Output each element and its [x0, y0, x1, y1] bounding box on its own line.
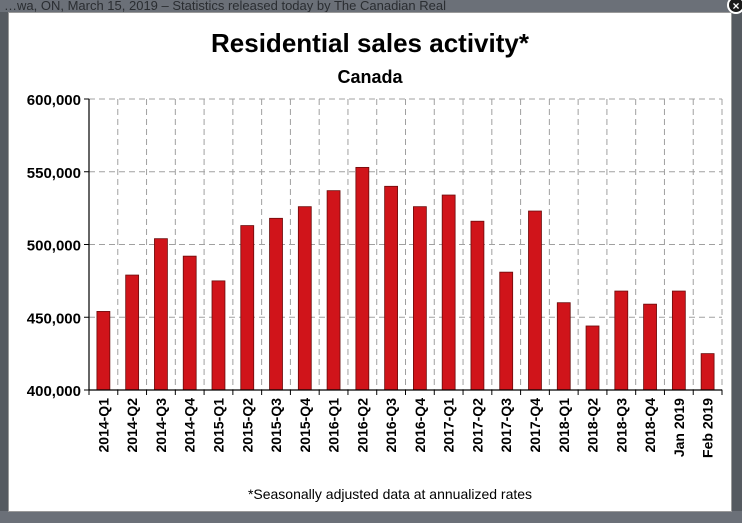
chart-footnote: *Seasonally adjusted data at annualized …	[248, 486, 532, 502]
x-tick-label: Jan 2019	[671, 398, 687, 457]
bar-2018-q2	[585, 325, 600, 391]
bar-2018-q3	[614, 290, 629, 391]
x-tick-label: 2017-Q4	[527, 398, 543, 453]
grid-layer	[89, 98, 723, 390]
bar-2015-q4	[297, 206, 312, 391]
x-tick-label: 2015-Q2	[239, 398, 255, 453]
chart-title: Residential sales activity*	[211, 28, 530, 58]
bar-2014-q4	[182, 255, 197, 391]
bar-2016-q2	[355, 166, 370, 391]
bar-2016-q3	[384, 185, 398, 391]
x-tick-label: Feb 2019	[700, 398, 716, 458]
bar-2017-q1	[441, 194, 456, 391]
x-tick-label: 2015-Q1	[210, 398, 226, 453]
x-tick-label: 2018-Q2	[585, 398, 601, 453]
chart-modal: Residential sales activity* Canada 400,0…	[8, 12, 732, 512]
x-tick-label: 2015-Q3	[268, 398, 284, 453]
bar-2014-q1	[96, 311, 111, 391]
bar-jan-2019	[671, 290, 686, 391]
x-tick-label: 2018-Q1	[556, 398, 572, 453]
chart-subtitle: Canada	[337, 67, 403, 87]
x-tick-label: 2014-Q3	[153, 398, 169, 453]
bar-2015-q1	[211, 280, 226, 391]
x-tick-label: 2015-Q4	[297, 398, 313, 453]
x-tick-label: 2014-Q4	[182, 398, 198, 453]
x-tick-label: 2017-Q3	[498, 398, 514, 453]
y-tick-label: 550,000	[27, 165, 81, 182]
x-tick-label: 2018-Q4	[642, 398, 658, 453]
x-tick-labels: 2014-Q1 2014-Q2 2014-Q3 2014-Q4 2015-Q1 2015-…	[95, 398, 715, 458]
y-tick-label: 450,000	[27, 310, 81, 327]
chart: Residential sales activity* Canada 400,0…	[27, 28, 723, 502]
axis-layer	[84, 98, 723, 395]
bar-2014-q3	[154, 238, 168, 391]
close-icon[interactable]: ×	[727, 0, 742, 14]
y-tick-label: 400,000	[27, 383, 81, 400]
bar-2017-q3	[499, 271, 514, 391]
x-tick-label: 2014-Q2	[124, 398, 140, 453]
x-tick-label: 2018-Q3	[613, 398, 629, 453]
bar-2014-q2	[125, 274, 140, 391]
bar-2015-q2	[240, 225, 255, 391]
bar-2018-q4	[643, 303, 657, 391]
bar-2017-q2	[470, 220, 485, 391]
bar-2016-q1	[326, 190, 341, 391]
x-tick-label: 2014-Q1	[95, 398, 111, 453]
x-tick-label: 2016-Q4	[412, 398, 428, 453]
y-tick-label: 600,000	[27, 92, 81, 109]
bar-2016-q4	[413, 206, 427, 391]
bar-2017-q4	[528, 210, 542, 391]
x-tick-label: 2016-Q1	[326, 398, 342, 453]
y-tick-label: 500,000	[27, 238, 81, 255]
bar-2018-q1	[556, 302, 571, 391]
backdrop-article-text: …wa, ON, March 15, 2019 – Statistics rel…	[0, 0, 742, 12]
bar-2015-q3	[269, 217, 283, 391]
bar-feb-2019	[700, 353, 715, 391]
y-tick-labels: 400,000 450,000 500,000 550,000 600,000	[27, 92, 81, 400]
x-tick-label: 2016-Q3	[383, 398, 399, 453]
x-tick-label: 2017-Q2	[469, 398, 485, 453]
x-tick-label: 2016-Q2	[354, 398, 370, 453]
x-tick-label: 2017-Q1	[441, 398, 457, 453]
backdrop-bottom	[0, 511, 742, 523]
